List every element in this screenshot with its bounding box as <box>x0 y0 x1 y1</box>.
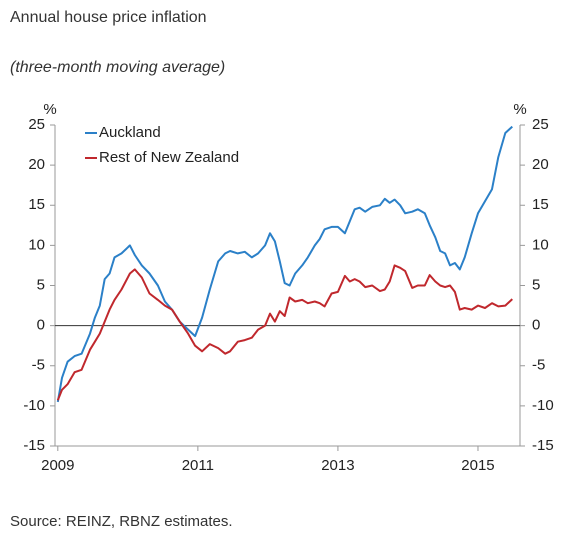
y-tick-label: -10 <box>23 397 45 414</box>
x-tick-label: 2013 <box>321 457 354 474</box>
x-tick-label: 2015 <box>461 457 494 474</box>
y-tick-label: 20 <box>28 156 45 173</box>
y2-tick-label: 10 <box>532 236 549 253</box>
y2-tick-label: 5 <box>532 276 540 293</box>
source-note: Source: REINZ, RBNZ estimates. <box>10 513 233 530</box>
x-tick-label: 2011 <box>182 457 214 474</box>
legend-label: Rest of New Zealand <box>99 149 239 166</box>
y-tick-label: 5 <box>37 276 45 293</box>
chart-title: Annual house price inflation <box>10 9 207 26</box>
y2-tick-label: 20 <box>532 156 549 173</box>
y2-tick-label: 25 <box>532 116 549 133</box>
y2-unit: % <box>513 101 526 118</box>
y2-tick-label: -15 <box>532 437 554 454</box>
y-tick-label: 0 <box>37 317 45 334</box>
y-tick-label: -5 <box>32 357 45 374</box>
y-tick-label: -15 <box>23 437 45 454</box>
y-tick-label: 10 <box>28 236 45 253</box>
y2-tick-label: 0 <box>532 317 540 334</box>
y2-tick-label: 15 <box>532 196 549 213</box>
series-line <box>56 125 513 403</box>
legend-label: Auckland <box>99 124 161 141</box>
y-unit: % <box>43 101 56 118</box>
x-tick-label: 2009 <box>41 457 74 474</box>
y-tick-label: 25 <box>28 116 45 133</box>
y-tick-label: 15 <box>28 196 45 213</box>
y2-tick-label: -10 <box>532 397 554 414</box>
chart-subtitle: (three-month moving average) <box>10 59 225 76</box>
y2-tick-label: -5 <box>532 357 545 374</box>
series-line <box>56 264 513 401</box>
